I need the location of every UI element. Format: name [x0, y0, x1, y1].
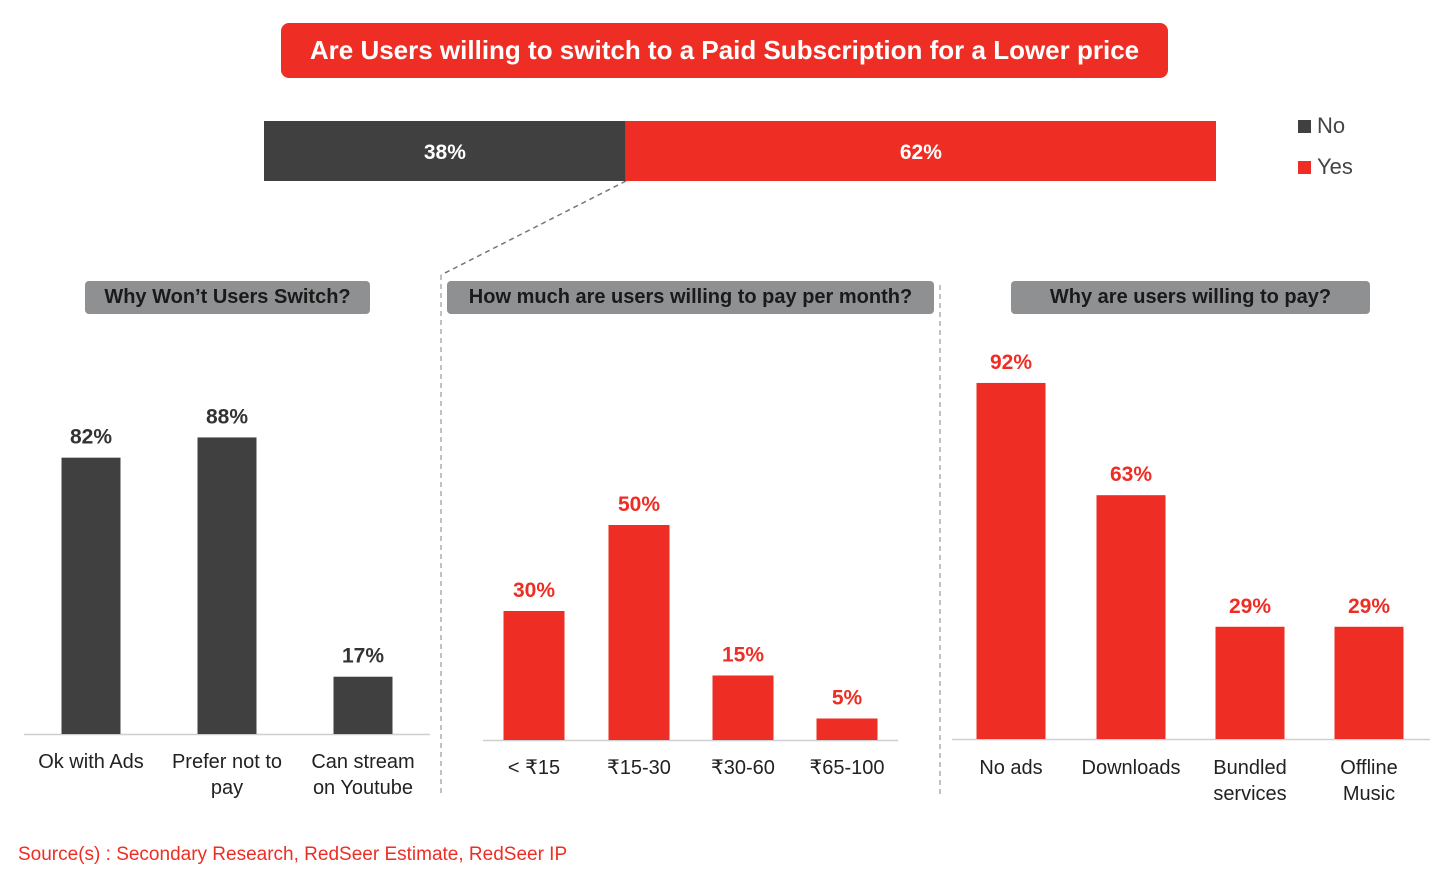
panel-3-bar-1	[1096, 495, 1166, 739]
panel-3-value-label-0: 92%	[990, 351, 1032, 374]
panel-3-bar-3	[1334, 626, 1404, 739]
legend-swatch-no	[1298, 119, 1311, 133]
panel-title-why-willing-to-pay: Why are users willing to pay?	[1011, 281, 1370, 314]
panel-3-category-label-3-line-1: Music	[1343, 783, 1395, 805]
panel-1-category-label-1-line-0: Prefer not to	[172, 751, 282, 773]
legend-item-yes: Yes	[1298, 154, 1353, 180]
panel-3-value-label-2: 29%	[1229, 595, 1271, 618]
panel-3-category-label-1: Downloads	[1082, 757, 1181, 779]
source-note: Source(s) : Secondary Research, RedSeer …	[18, 844, 568, 865]
panel-1-bar-2	[333, 676, 393, 734]
panel-2-category-label-1: ₹15-30	[607, 757, 671, 779]
panel-3-bar-2	[1215, 626, 1285, 739]
panel-1-category-label-1-line-1: pay	[211, 777, 243, 799]
panel-2-value-label-0: 30%	[513, 579, 555, 602]
panel-3-category-label-0: No ads	[979, 757, 1042, 779]
chart-title: Are Users willing to switch to a Paid Su…	[281, 23, 1168, 78]
panel-1-value-label-1: 88%	[206, 405, 248, 428]
stacked-bar-yes	[625, 121, 1216, 181]
legend-swatch-yes	[1298, 160, 1311, 174]
panel-1-value-label-2: 17%	[342, 645, 384, 668]
panel-2-bar-3	[816, 718, 878, 740]
panel-2-category-label-2: ₹30-60	[711, 757, 775, 779]
stacked-bar-label-yes: 62%	[900, 141, 942, 164]
panel-3-category-label-3-line-0: Offline	[1340, 757, 1397, 779]
panel-1-category-label-2-line-0: Can stream	[311, 751, 414, 773]
panel-2-category-label-0: < ₹15	[508, 757, 560, 779]
panel-title-why-wont-switch: Why Won’t Users Switch?	[85, 281, 370, 314]
panel-2-category-label-3: ₹65-100	[810, 757, 885, 779]
panel-3-category-label-2-line-1: services	[1213, 783, 1286, 805]
panel-1-bar-0	[61, 457, 121, 734]
panel-2-bar-1	[608, 525, 670, 740]
legend-label-no: No	[1317, 113, 1346, 138]
legend-label-yes: Yes	[1317, 154, 1353, 179]
panel-2-bar-2	[712, 675, 774, 740]
stacked-bar-no	[264, 121, 626, 181]
panel-3-bar-0	[976, 382, 1046, 739]
connector-dashed-line	[440, 180, 627, 276]
panel-3-value-label-1: 63%	[1110, 463, 1152, 486]
panel-1-category-label-0: Ok with Ads	[38, 751, 144, 773]
panel-title-willing-to-pay-amount: How much are users willing to pay per mo…	[447, 281, 934, 314]
panel-1-bar-1	[197, 437, 257, 734]
panel-3-value-label-3: 29%	[1348, 595, 1390, 618]
panel-2-value-label-1: 50%	[618, 493, 660, 516]
panel-2-value-label-3: 5%	[832, 687, 863, 710]
panel-1-category-label-2-line-1: on Youtube	[313, 777, 413, 799]
stacked-bar-label-no: 38%	[424, 141, 466, 164]
panel-2-value-label-2: 15%	[722, 644, 764, 667]
legend-item-no: No	[1298, 113, 1345, 139]
panel-3-category-label-2-line-0: Bundled	[1213, 757, 1286, 779]
panel-2-bar-0	[503, 611, 565, 740]
panel-1-value-label-0: 82%	[70, 426, 112, 449]
